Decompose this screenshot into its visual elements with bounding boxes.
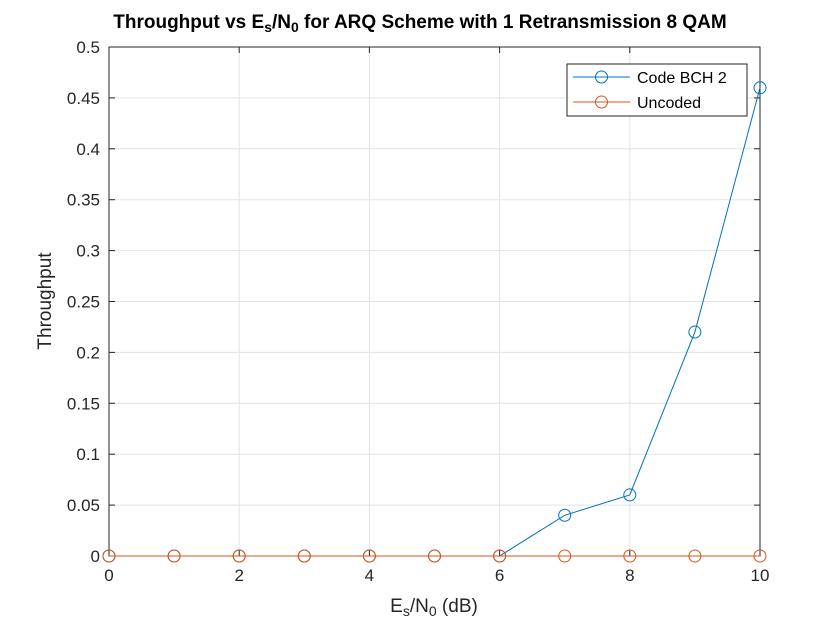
legend-marker-code-bch-2 — [595, 70, 608, 84]
data-point-uncoded — [102, 549, 116, 563]
x-axis-label-sub2: 0 — [429, 603, 437, 619]
series-code-bch-2 — [102, 81, 767, 563]
data-point-code-bch-2 — [558, 508, 572, 522]
y-tick-label: 0.25 — [67, 293, 100, 312]
x-axis-label-sub1: s — [403, 603, 410, 619]
data-point-uncoded — [167, 549, 181, 563]
y-tick-label: 0.35 — [67, 191, 100, 210]
y-tick-label: 0.5 — [76, 38, 100, 57]
data-point-code-bch-2 — [753, 81, 767, 95]
chart-title-sub1: s — [264, 19, 272, 35]
legend: Code BCH 2 Uncoded — [566, 63, 748, 117]
x-axis-label-suffix: (dB) — [437, 596, 478, 617]
data-point-code-bch-2 — [688, 325, 702, 339]
x-tick-label: 10 — [751, 566, 770, 585]
x-axis-label: Es/N0 (dB) — [390, 596, 478, 619]
x-tick-label: 6 — [495, 566, 504, 585]
x-tick-label: 8 — [625, 566, 634, 585]
chart-title-sub2: 0 — [291, 19, 299, 35]
data-point-uncoded — [753, 549, 767, 563]
x-axis-label-mid: /N — [410, 596, 429, 617]
data-point-uncoded — [558, 549, 572, 563]
x-axis: 0 2 4 6 8 10 — [104, 47, 769, 585]
y-axis: 0 0.05 0.1 0.15 0.2 0.25 0.3 0.35 0.4 0.45 0.5 — [67, 38, 760, 566]
legend-label-code-bch-2: Code BCH 2 — [637, 70, 727, 87]
y-tick-label: 0.45 — [67, 89, 100, 108]
y-tick-label: 0.05 — [67, 496, 100, 515]
y-axis-label: Throughput — [35, 252, 56, 350]
chart-title-suffix: for ARQ Scheme with 1 Retransmission 8 Q… — [299, 12, 727, 33]
legend-entry-code-bch-2: Code BCH 2 — [573, 70, 727, 87]
data-point-uncoded — [688, 549, 702, 563]
series-layer — [102, 81, 767, 563]
y-tick-label: 0 — [91, 547, 100, 566]
x-tick-label: 2 — [234, 566, 243, 585]
data-point-uncoded — [297, 549, 311, 563]
legend-entry-uncoded: Uncoded — [573, 95, 701, 112]
x-tick-label: 4 — [365, 566, 374, 585]
data-point-code-bch-2 — [623, 488, 637, 502]
grid — [109, 47, 760, 556]
data-point-uncoded — [428, 549, 441, 563]
series-line-code-bch-2 — [109, 87, 761, 557]
y-tick-label: 0.15 — [67, 394, 100, 413]
chart-title-prefix: Throughput vs E — [113, 12, 264, 33]
y-tick-label: 0.3 — [76, 242, 100, 261]
chart-title-mid: /N — [272, 12, 291, 33]
data-point-uncoded — [362, 549, 376, 563]
legend-label-uncoded: Uncoded — [637, 95, 701, 112]
y-tick-label: 0.4 — [76, 140, 100, 159]
y-tick-label: 0.2 — [76, 343, 100, 362]
series-uncoded — [102, 549, 767, 563]
x-tick-label: 0 — [104, 566, 113, 585]
chart-title: Throughput vs Es/N0 for ARQ Scheme with … — [113, 12, 726, 35]
data-point-uncoded — [493, 549, 507, 563]
legend-marker-uncoded — [595, 95, 608, 109]
y-tick-label: 0.1 — [76, 445, 100, 464]
data-point-uncoded — [623, 549, 637, 563]
data-point-uncoded — [232, 549, 246, 563]
x-axis-label-prefix: E — [390, 596, 403, 617]
